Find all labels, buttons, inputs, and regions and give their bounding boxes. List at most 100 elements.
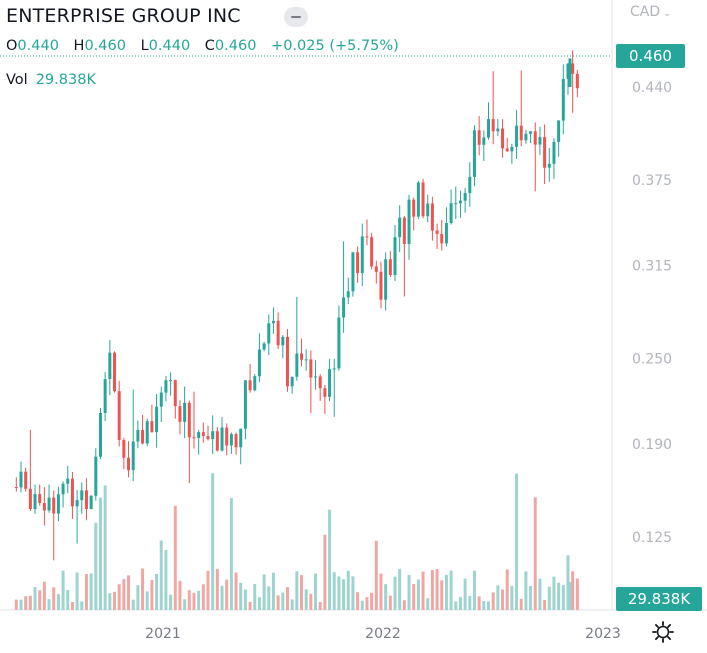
candle-body xyxy=(113,352,117,392)
candle-body xyxy=(477,130,481,145)
volume-bar xyxy=(561,584,565,610)
y-tick-label: 0.440 xyxy=(632,80,672,96)
volume-bar xyxy=(463,578,467,610)
volume-bar xyxy=(113,591,117,610)
volume-bar xyxy=(131,599,135,610)
volume-bar xyxy=(98,497,102,610)
volume-bar xyxy=(337,576,341,610)
candle-body xyxy=(393,237,397,275)
candle-body xyxy=(150,421,154,433)
volume-bar xyxy=(215,568,219,610)
collapse-legend-button[interactable] xyxy=(284,7,308,27)
settings-gear-icon[interactable] xyxy=(651,620,675,644)
volume-bar xyxy=(477,596,481,610)
volume-bar xyxy=(276,595,280,610)
candle-body xyxy=(243,380,247,429)
candle-body xyxy=(571,63,575,74)
volume-bar xyxy=(472,570,476,610)
currency-selector[interactable]: CAD ⌄ xyxy=(630,4,672,20)
volume-bar xyxy=(524,571,528,610)
volume-bar xyxy=(70,602,74,610)
candle-body xyxy=(24,471,28,489)
volume-bar xyxy=(187,590,191,610)
candle-body xyxy=(491,119,495,132)
close-label: C xyxy=(204,38,215,54)
candle-body xyxy=(458,200,462,204)
candle-body xyxy=(84,490,88,509)
volume-bar xyxy=(468,596,472,610)
volume-bar xyxy=(108,593,112,610)
candle-body xyxy=(332,368,336,370)
volume-bar xyxy=(42,581,46,610)
volume-bar xyxy=(547,586,551,610)
candle-body xyxy=(56,494,60,514)
volume-bar xyxy=(407,574,411,610)
volume-bar xyxy=(145,591,149,610)
candle-body xyxy=(52,497,56,514)
candle-body xyxy=(463,192,467,201)
volume-bar xyxy=(52,587,56,610)
volume-bar xyxy=(538,578,542,610)
candle-body xyxy=(566,63,570,79)
candle-body xyxy=(183,402,187,422)
volume-bar xyxy=(342,579,346,610)
volume-bar xyxy=(398,568,402,610)
candle-body xyxy=(66,478,70,484)
volume-bar xyxy=(155,573,159,610)
candle-body xyxy=(192,437,196,439)
candle-body xyxy=(435,230,439,234)
candle-body xyxy=(70,478,74,507)
candle-body xyxy=(117,391,121,440)
candle-body xyxy=(529,131,533,134)
candle-body xyxy=(356,252,360,274)
chevron-down-icon: ⌄ xyxy=(663,8,672,19)
candle-body xyxy=(328,369,332,397)
candle-body xyxy=(365,236,369,238)
volume-bar xyxy=(239,582,243,610)
candle-body xyxy=(211,431,215,440)
candle-body xyxy=(351,252,355,292)
candle-body xyxy=(482,137,486,145)
volume-bar xyxy=(575,578,579,610)
candle-body xyxy=(253,376,257,391)
volume-bar xyxy=(402,600,406,610)
volume-bar xyxy=(33,587,37,610)
volume-bar xyxy=(257,597,261,610)
candle-body xyxy=(300,353,304,360)
volume-bar xyxy=(393,576,397,610)
volume-bar xyxy=(206,570,210,610)
candle-body xyxy=(136,429,140,442)
candle-body xyxy=(229,434,233,446)
volume-bar xyxy=(28,595,32,610)
volume-bar xyxy=(365,597,369,610)
volume-bar xyxy=(444,574,448,610)
volume-bar xyxy=(290,599,294,610)
volume-bar xyxy=(346,570,350,610)
volume-bar xyxy=(14,599,18,610)
candle-body xyxy=(538,137,542,145)
x-tick-label: 2022 xyxy=(365,626,401,642)
candle-body xyxy=(173,380,177,407)
volume-bar xyxy=(529,585,533,610)
volume-bar xyxy=(566,555,570,610)
candle-body xyxy=(75,500,79,507)
volume-bar xyxy=(159,540,163,610)
volume-bar xyxy=(271,572,275,610)
candle-body xyxy=(515,125,519,147)
volume-bar xyxy=(510,585,514,610)
volume-bar xyxy=(314,573,318,610)
candle-body xyxy=(416,182,420,217)
y-tick-label: 0.190 xyxy=(632,437,672,453)
candle-body xyxy=(276,320,280,346)
symbol-title: ENTERPRISE GROUP INC xyxy=(6,5,241,27)
volume-bar xyxy=(19,599,23,610)
candle-body xyxy=(552,141,556,164)
candle-body xyxy=(454,203,458,205)
candle-body xyxy=(510,146,514,152)
low-label: L xyxy=(140,38,149,54)
y-tick-label: 0.125 xyxy=(632,530,672,546)
candle-body xyxy=(487,119,491,138)
candle-body xyxy=(248,380,252,391)
